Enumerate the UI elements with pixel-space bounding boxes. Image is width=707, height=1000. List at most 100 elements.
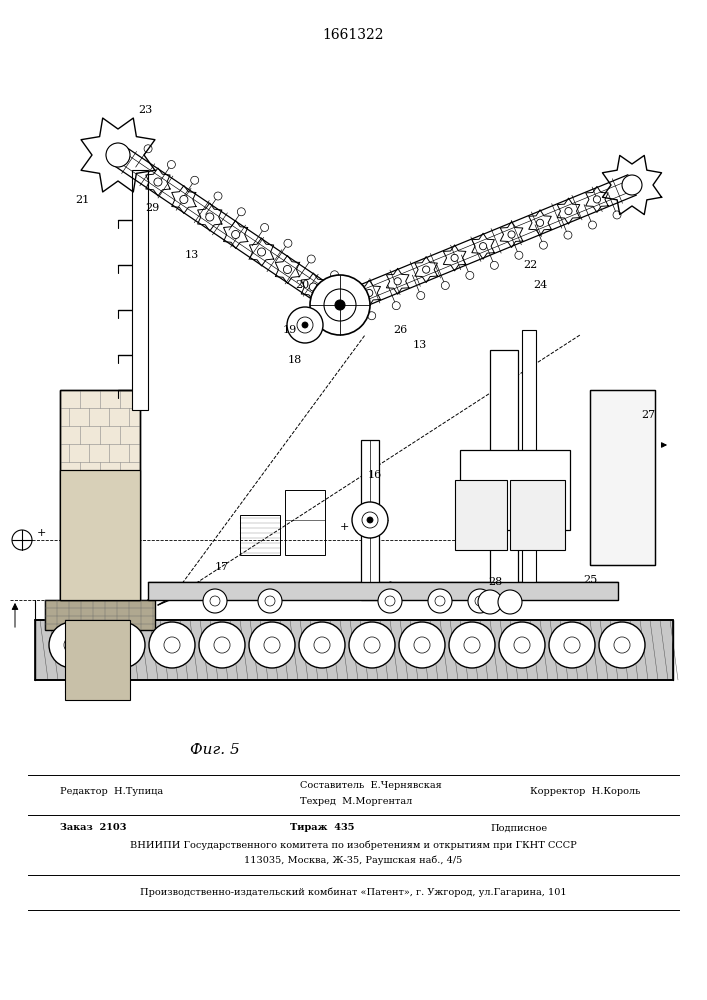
Bar bbox=[460, 450, 570, 530]
Circle shape bbox=[203, 589, 227, 613]
Text: 19: 19 bbox=[283, 325, 297, 335]
Circle shape bbox=[180, 195, 188, 204]
Circle shape bbox=[394, 278, 402, 285]
Circle shape bbox=[49, 622, 95, 668]
Text: ВНИИПИ Государственного комитета по изобретениям и открытиям при ГКНТ СССР: ВНИИПИ Государственного комитета по изоб… bbox=[129, 840, 576, 850]
Text: Фиг. 5: Фиг. 5 bbox=[190, 743, 240, 757]
Circle shape bbox=[232, 230, 240, 239]
Text: 113035, Москва, Ж-35, Раушская наб., 4/5: 113035, Москва, Ж-35, Раушская наб., 4/5 bbox=[244, 855, 462, 865]
Circle shape bbox=[249, 622, 295, 668]
Circle shape bbox=[214, 192, 222, 200]
Text: Техред  М.Моргентал: Техред М.Моргентал bbox=[300, 798, 412, 806]
Circle shape bbox=[441, 282, 450, 290]
Circle shape bbox=[417, 292, 425, 300]
Circle shape bbox=[287, 307, 323, 343]
Bar bbox=[590, 390, 655, 565]
Bar bbox=[455, 480, 507, 550]
Circle shape bbox=[588, 221, 597, 229]
Circle shape bbox=[367, 517, 373, 523]
Circle shape bbox=[498, 590, 522, 614]
Text: 25: 25 bbox=[583, 575, 597, 585]
Circle shape bbox=[613, 211, 621, 219]
Circle shape bbox=[199, 622, 245, 668]
Circle shape bbox=[191, 176, 199, 184]
Circle shape bbox=[537, 219, 544, 226]
Bar bbox=[240, 515, 280, 555]
Bar bbox=[148, 582, 618, 600]
Circle shape bbox=[331, 271, 339, 279]
Text: Подписное: Подписное bbox=[490, 824, 547, 832]
Circle shape bbox=[378, 589, 402, 613]
Circle shape bbox=[622, 175, 642, 195]
Bar bbox=[285, 490, 325, 555]
Circle shape bbox=[302, 322, 308, 328]
Circle shape bbox=[106, 143, 129, 167]
Circle shape bbox=[335, 300, 345, 310]
Circle shape bbox=[352, 502, 388, 538]
Circle shape bbox=[565, 208, 572, 215]
Text: 24: 24 bbox=[533, 280, 547, 290]
Circle shape bbox=[238, 208, 245, 216]
Text: 26: 26 bbox=[393, 325, 407, 335]
Circle shape bbox=[168, 161, 175, 169]
Bar bbox=[60, 470, 140, 600]
Circle shape bbox=[549, 622, 595, 668]
Text: Заказ  2103: Заказ 2103 bbox=[60, 824, 127, 832]
Text: Редактор  Н.Тупица: Редактор Н.Тупица bbox=[60, 788, 163, 796]
Circle shape bbox=[284, 239, 292, 247]
Circle shape bbox=[491, 261, 498, 269]
Circle shape bbox=[466, 271, 474, 279]
Text: 20: 20 bbox=[295, 280, 309, 290]
Bar bbox=[35, 620, 673, 680]
Circle shape bbox=[308, 255, 315, 263]
Bar bbox=[490, 350, 518, 600]
Bar bbox=[65, 620, 130, 700]
Circle shape bbox=[593, 196, 600, 203]
Circle shape bbox=[478, 590, 502, 614]
Bar bbox=[132, 170, 148, 410]
Text: +: + bbox=[340, 522, 349, 532]
Text: Производственно-издательский комбинат «Патент», г. Ужгород, ул.Гагарина, 101: Производственно-издательский комбинат «П… bbox=[140, 887, 566, 897]
Bar bbox=[361, 440, 379, 600]
Circle shape bbox=[508, 231, 515, 238]
Bar bbox=[60, 470, 140, 600]
Circle shape bbox=[428, 589, 452, 613]
Circle shape bbox=[564, 231, 572, 239]
Circle shape bbox=[499, 622, 545, 668]
Circle shape bbox=[366, 289, 373, 297]
Circle shape bbox=[299, 622, 345, 668]
Text: Корректор  Н.Король: Корректор Н.Король bbox=[530, 788, 641, 796]
Circle shape bbox=[449, 622, 495, 668]
Text: +: + bbox=[37, 528, 47, 538]
Text: 16: 16 bbox=[368, 470, 382, 480]
Text: 13: 13 bbox=[413, 340, 427, 350]
Circle shape bbox=[468, 589, 492, 613]
Text: Составитель  Е.Чернявская: Составитель Е.Чернявская bbox=[300, 780, 442, 790]
Circle shape bbox=[258, 589, 282, 613]
Bar bbox=[60, 390, 140, 600]
Circle shape bbox=[154, 178, 162, 186]
Circle shape bbox=[309, 283, 317, 291]
Circle shape bbox=[257, 248, 266, 256]
Circle shape bbox=[539, 241, 547, 249]
Circle shape bbox=[623, 176, 641, 194]
Text: 22: 22 bbox=[523, 260, 537, 270]
Text: Тираж  435: Тираж 435 bbox=[290, 824, 354, 832]
Circle shape bbox=[310, 275, 370, 335]
Text: 18: 18 bbox=[288, 355, 302, 365]
Text: 13: 13 bbox=[185, 250, 199, 260]
Text: 29: 29 bbox=[145, 203, 159, 213]
Bar bbox=[510, 480, 565, 550]
Circle shape bbox=[149, 622, 195, 668]
Text: 17: 17 bbox=[215, 562, 229, 572]
Circle shape bbox=[99, 622, 145, 668]
Circle shape bbox=[261, 224, 269, 232]
Text: 27: 27 bbox=[641, 410, 655, 420]
Circle shape bbox=[399, 622, 445, 668]
Circle shape bbox=[515, 251, 523, 259]
Circle shape bbox=[144, 145, 152, 153]
Circle shape bbox=[206, 213, 214, 221]
Text: 21: 21 bbox=[75, 195, 89, 205]
Circle shape bbox=[479, 243, 486, 250]
Circle shape bbox=[392, 302, 400, 310]
